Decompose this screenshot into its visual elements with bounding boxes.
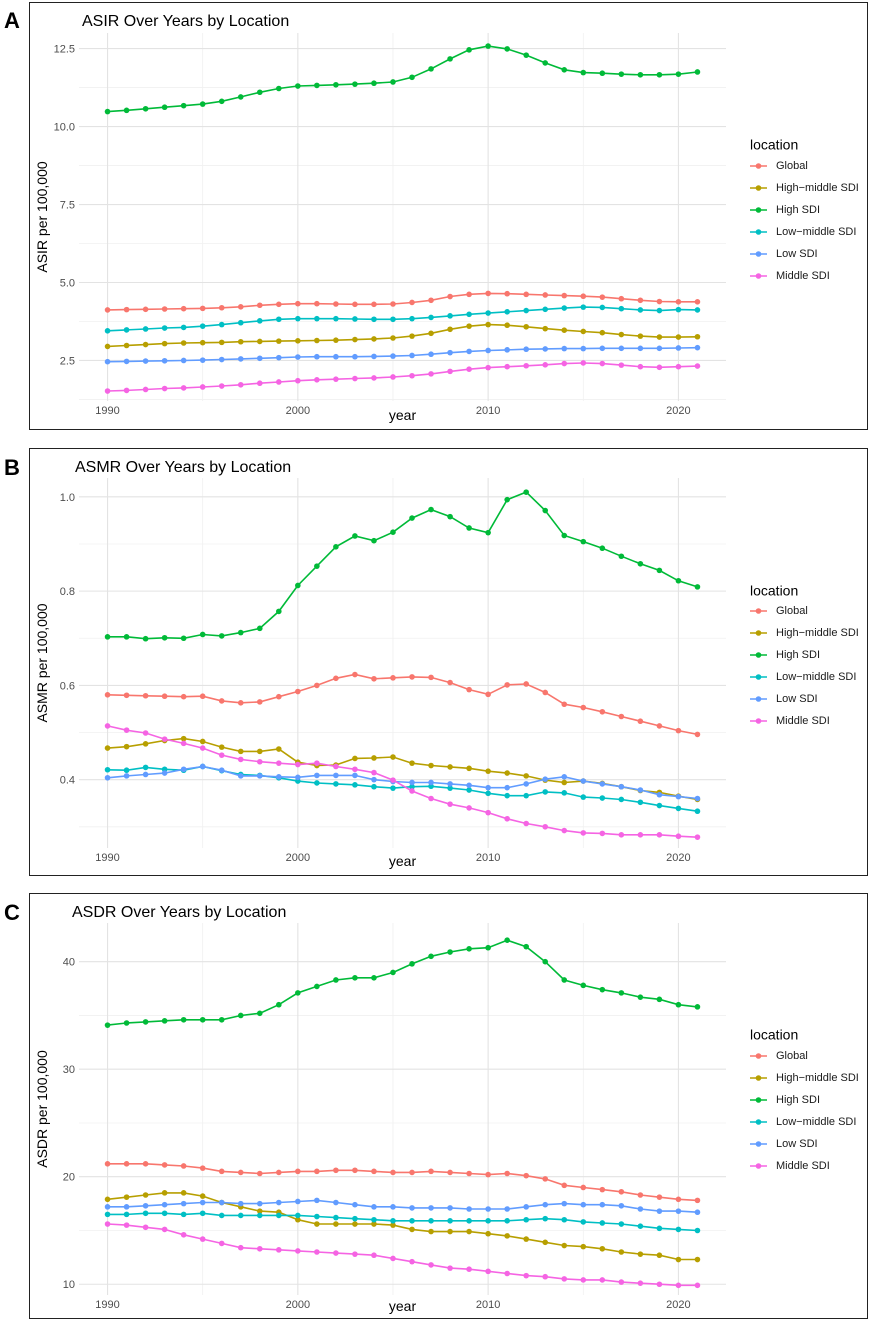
panel-letter-a: A	[4, 8, 20, 33]
panel-a-frame	[29, 2, 868, 430]
panel-letter-b: B	[4, 455, 20, 480]
panel-b-frame	[29, 448, 868, 876]
panel-c-frame	[29, 893, 868, 1319]
panel-letter-c: C	[4, 900, 20, 925]
